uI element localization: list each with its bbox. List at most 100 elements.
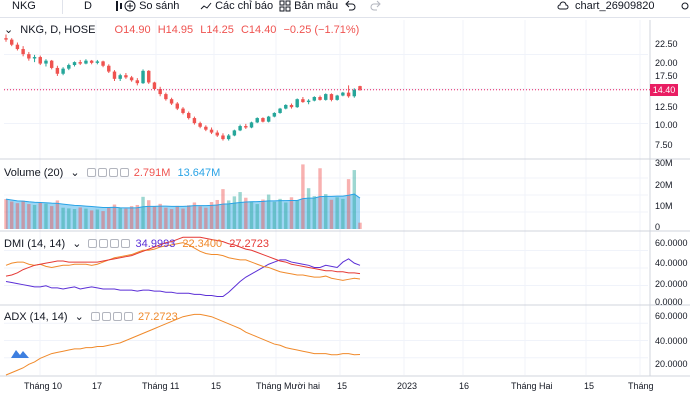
price-axis-tick: 17.50 [655,71,678,81]
time-axis-tick: 15 [211,381,222,391]
candle-body [112,71,117,79]
volume-bar [221,189,225,229]
candle-body [335,95,339,100]
volume-bar [284,202,288,229]
settings-icon[interactable] [97,168,107,177]
undo-button[interactable] [344,0,356,18]
price-axis-tick: 10.00 [655,120,678,130]
volume-bar [346,179,351,229]
more-icon[interactable] [123,312,133,321]
volume-bar [21,200,25,229]
candle-body [49,60,54,68]
candle-body [181,108,185,113]
volume-bar [164,207,168,229]
redo-button[interactable] [370,0,382,18]
delete-icon[interactable] [110,239,120,248]
volume-title[interactable]: Volume (20) [4,167,64,179]
layout-menu-button[interactable] [557,0,569,18]
chevron-down-icon[interactable]: ⌄ [70,167,80,179]
candle-body [61,68,65,74]
candle-body [38,57,42,64]
more-icon[interactable] [121,239,131,248]
candle-body [278,108,282,113]
volume-bar [112,204,117,229]
candle-body [152,82,157,89]
candle-body [175,103,180,109]
volume-ma-value: 13.647M [177,167,221,179]
candle-body [232,130,237,136]
templates-button[interactable]: Bản mẫu [279,0,338,18]
minus-di-value: 22.3400 [182,238,223,250]
gear-icon [681,2,689,10]
chevron-down-icon[interactable]: ⌄ [74,311,84,323]
candle-body [312,96,317,101]
candle-body [221,135,225,140]
candle-body [204,126,208,130]
volume-axis-tick: 20M [655,180,673,190]
eye-icon[interactable] [88,239,98,248]
candle-body [124,75,128,78]
volume-bar [198,206,202,229]
price-axis-tick: 22.50 [655,39,678,49]
volume-bars [4,164,362,229]
candle-body [284,104,288,109]
volume-bar [152,206,157,229]
volume-bar [232,196,237,229]
adx-title[interactable]: ADX (14, 14) [4,311,68,323]
adx-axis-tick: 20.0000 [655,359,688,369]
volume-value: 2.791M [133,167,171,179]
volume-bar [266,194,271,229]
eye-icon[interactable] [86,168,96,177]
volume-bar [272,201,277,229]
candle-body [261,118,265,122]
volume-bar [175,205,180,229]
adx-axis-tick: 40.0000 [655,336,688,346]
more-icon[interactable] [119,168,129,177]
candle-body [27,54,31,59]
eye-icon[interactable] [90,312,100,321]
volume-bar [204,207,208,229]
candle-body [289,104,294,108]
volume-ma-line [5,193,361,209]
volume-bar [32,204,37,229]
candle-body [78,62,82,64]
volume-bar [301,164,305,229]
candle-body [84,60,88,64]
compare-label: So sánh [139,0,180,12]
time-axis-tick: 15 [584,381,595,391]
delete-icon[interactable] [112,312,122,321]
time-axis-tick: Tháng [628,381,654,391]
volume-bar [186,205,191,229]
candle-body [301,99,305,103]
interval-button[interactable]: D [84,0,92,12]
indicators-label: Các chỉ báo [215,0,274,12]
indicators-button[interactable]: Các chỉ báo [200,0,273,18]
chart-type-button[interactable] [114,0,124,18]
plus-di-value: 34.9993 [135,238,176,250]
undo-icon [345,0,356,11]
candle-body [118,75,122,79]
dmi-title[interactable]: DMI (14, 14) [4,238,66,250]
delete-icon[interactable] [108,168,118,177]
volume-bar [181,208,185,229]
settings-button[interactable] [680,0,690,18]
volume-ma-area [6,194,360,229]
symbol-search-button[interactable]: NKG [12,0,36,12]
volume-legend: Volume (20) ⌄ 2.791M 13.647M [4,166,224,180]
volume-bar [295,199,299,229]
settings-icon[interactable] [99,239,109,248]
time-axis-tick: Tháng 11 [142,381,180,391]
collapse-chevron-icon[interactable]: ⌄ [4,24,14,36]
chart-name-label[interactable]: chart_26909820 [575,0,655,12]
compare-button[interactable]: So sánh [124,0,179,18]
symbol-title: NKG, D, HOSE [20,24,96,36]
settings-icon[interactable] [101,312,111,321]
volume-bar [135,204,140,229]
redo-icon [370,0,381,11]
dmi-axis-tick: 40.0000 [655,258,688,268]
candle-body [164,94,168,100]
chevron-down-icon[interactable]: ⌄ [72,238,82,250]
candle-body [352,89,357,97]
volume-bar [352,170,357,229]
